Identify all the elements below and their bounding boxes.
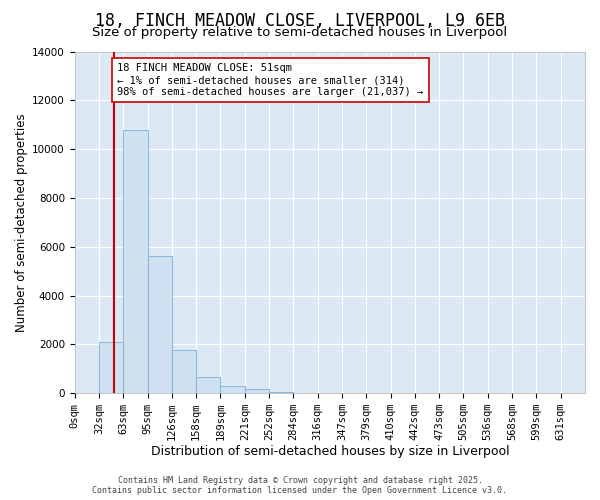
Y-axis label: Number of semi-detached properties: Number of semi-detached properties bbox=[15, 113, 28, 332]
X-axis label: Distribution of semi-detached houses by size in Liverpool: Distribution of semi-detached houses by … bbox=[151, 444, 509, 458]
Bar bbox=[172, 350, 196, 393]
Text: Size of property relative to semi-detached houses in Liverpool: Size of property relative to semi-detach… bbox=[92, 26, 508, 39]
Bar bbox=[245, 390, 269, 393]
Bar bbox=[220, 386, 245, 393]
Text: 18, FINCH MEADOW CLOSE, LIVERPOOL, L9 6EB: 18, FINCH MEADOW CLOSE, LIVERPOOL, L9 6E… bbox=[95, 12, 505, 30]
Bar bbox=[123, 130, 148, 393]
Text: Contains HM Land Registry data © Crown copyright and database right 2025.
Contai: Contains HM Land Registry data © Crown c… bbox=[92, 476, 508, 495]
Bar bbox=[148, 256, 172, 393]
Bar bbox=[196, 378, 220, 393]
Bar bbox=[269, 392, 293, 393]
Text: 18 FINCH MEADOW CLOSE: 51sqm
← 1% of semi-detached houses are smaller (314)
98% : 18 FINCH MEADOW CLOSE: 51sqm ← 1% of sem… bbox=[118, 64, 424, 96]
Bar bbox=[99, 342, 123, 393]
